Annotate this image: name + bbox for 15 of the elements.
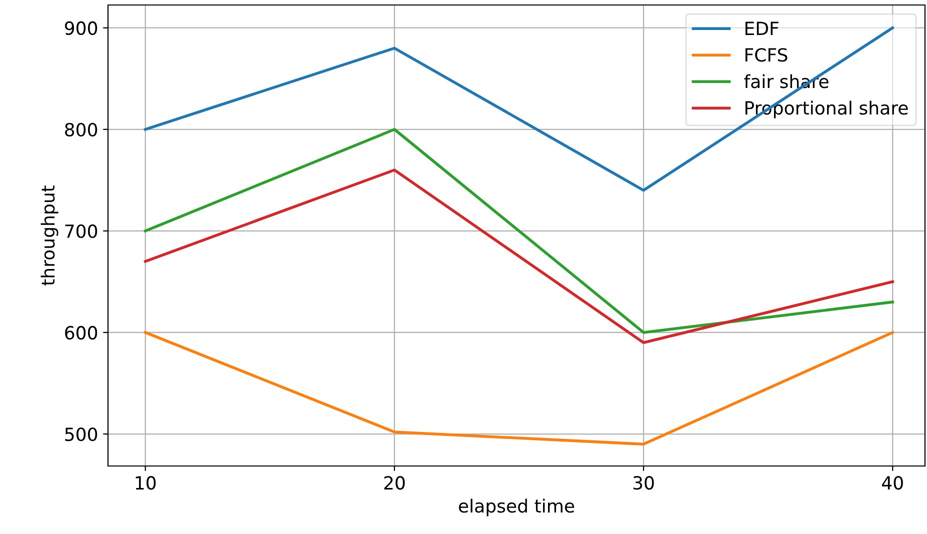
y-tick-label: 900	[64, 21, 98, 35]
x-tick-label: 40	[882, 476, 903, 490]
y-tick-label: 700	[65, 224, 98, 238]
legend-label: FCFS	[746, 48, 788, 62]
y-tick-label: 500	[65, 427, 98, 442]
y-tick-label: 800	[65, 122, 98, 137]
x-tick-label: 20	[384, 476, 405, 490]
legend-label: EDF	[746, 22, 778, 35]
x-tick-label: 30	[633, 476, 654, 490]
line-series	[144, 128, 894, 334]
x-axis-title: elapsed time	[458, 498, 574, 516]
x-tick-label: 10	[136, 476, 156, 490]
y-tick-label: 600	[65, 326, 98, 340]
line-series	[144, 168, 894, 344]
y-axis-title: throughput	[40, 185, 58, 286]
